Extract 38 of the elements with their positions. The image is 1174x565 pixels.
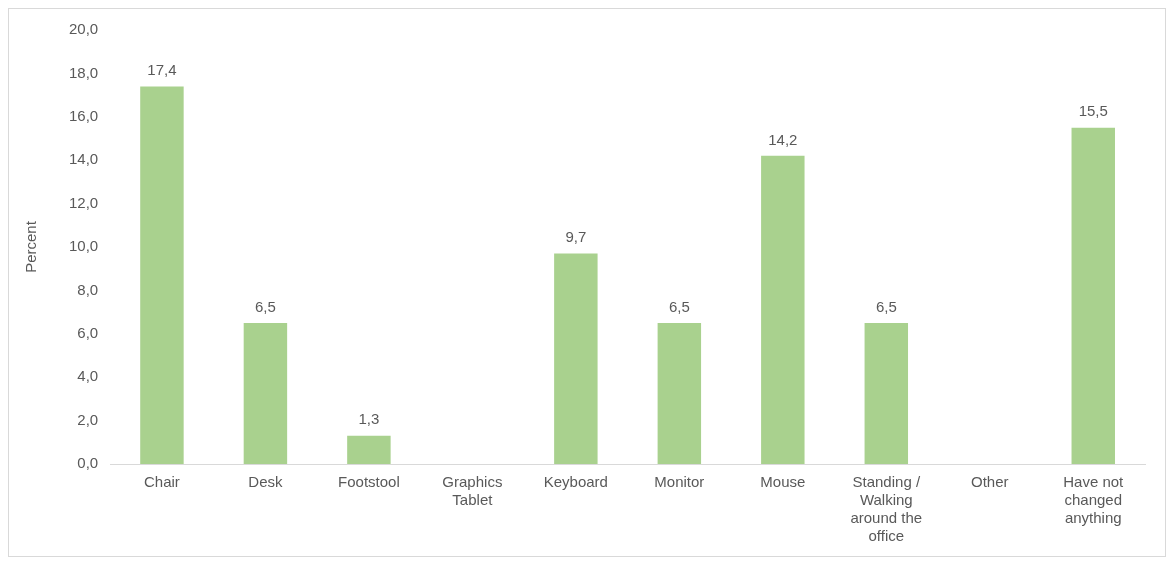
bar xyxy=(1071,127,1115,464)
y-tick-label: 12,0 xyxy=(68,193,99,211)
bar xyxy=(554,253,598,464)
x-tick-label: Keyboard xyxy=(543,473,608,491)
data-label: 9,7 xyxy=(565,228,587,246)
data-label: 14,2 xyxy=(768,130,798,148)
bar xyxy=(347,435,391,464)
data-label: 6,5 xyxy=(875,297,897,315)
x-tick-label: Footstool xyxy=(338,473,400,491)
y-tick-label: 16,0 xyxy=(68,106,99,124)
data-label: 1,3 xyxy=(358,410,380,428)
x-tick-label: Mouse xyxy=(760,473,806,491)
y-tick-label: 6,0 xyxy=(77,323,99,341)
y-tick-label: 4,0 xyxy=(77,367,99,385)
x-tick-label: Chair xyxy=(144,473,180,491)
y-tick-label: 20,0 xyxy=(68,20,99,38)
bar xyxy=(243,322,288,464)
y-axis-title: Percent xyxy=(22,220,40,273)
x-tick-label: Have not changed anything xyxy=(1063,473,1125,527)
x-tick-label: Monitor xyxy=(654,473,705,491)
bar xyxy=(761,155,805,464)
data-label: 6,5 xyxy=(668,297,690,315)
data-label: 15,5 xyxy=(1078,102,1108,120)
x-tick-label: Desk xyxy=(248,473,283,491)
y-tick-label: 8,0 xyxy=(77,280,99,298)
x-tick-label: Graphics Tablet xyxy=(442,473,503,509)
x-tick-label: Standing / Walking around the office xyxy=(850,473,923,545)
y-tick-label: 2,0 xyxy=(77,410,99,428)
bar xyxy=(864,322,909,464)
bar xyxy=(140,86,184,464)
data-label: 17,4 xyxy=(147,61,177,79)
bar xyxy=(657,322,702,464)
y-tick-label: 14,0 xyxy=(68,150,99,168)
x-tick-label: Other xyxy=(971,473,1009,491)
y-tick-label: 18,0 xyxy=(68,63,99,81)
y-tick-label: 0,0 xyxy=(77,454,99,472)
y-tick-label: 10,0 xyxy=(68,237,99,255)
data-label: 6,5 xyxy=(254,297,276,315)
